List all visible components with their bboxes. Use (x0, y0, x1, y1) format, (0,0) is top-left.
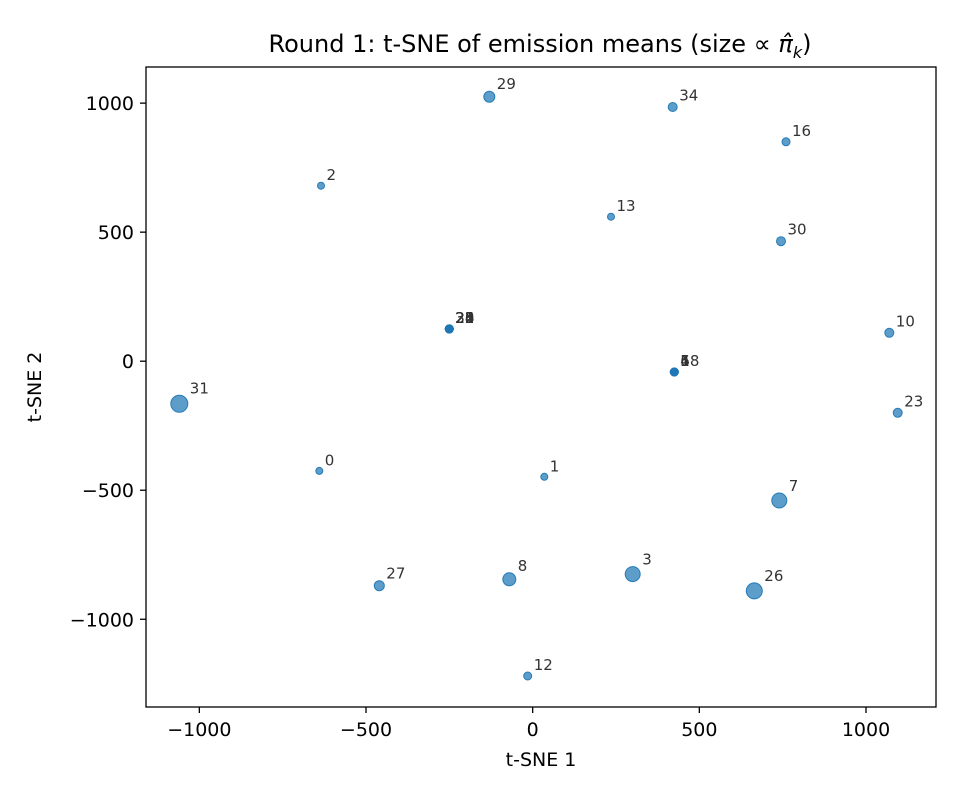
point-label: 28 (455, 309, 474, 327)
scatter-point (523, 671, 533, 681)
point-label: 34 (679, 87, 698, 105)
scatter-point (624, 566, 641, 583)
scatter-point (667, 102, 678, 112)
scatter-point (669, 367, 679, 377)
scatter-point (776, 236, 786, 247)
scatter-point (502, 572, 517, 587)
point-label: 4 (680, 352, 690, 370)
scatter-point (317, 181, 325, 190)
point-label: 6 (680, 352, 690, 370)
scatter-point (771, 492, 788, 509)
point-label: 10 (896, 312, 915, 330)
x-tick-label: −500 (340, 719, 392, 741)
point-label: 1 (550, 457, 560, 475)
scatter-point (781, 137, 791, 147)
x-axis: −1000 −500 0 500 1000 (167, 707, 890, 741)
scatter-point (444, 324, 454, 334)
scatter-point (607, 212, 615, 221)
scatter-point (483, 90, 496, 103)
point-label: 26 (764, 567, 783, 585)
point-label: 5 (680, 352, 690, 370)
point-label: 33 (455, 309, 474, 327)
point-label: 24 (455, 309, 474, 327)
point-label: 21 (455, 309, 474, 327)
y-axis: −1000 −500 0 500 1000 (70, 93, 146, 631)
scatter-point (745, 582, 763, 600)
scatter-point (373, 580, 385, 592)
scatter-point (884, 327, 895, 338)
y-axis-label: t-SNE 2 (24, 352, 46, 423)
scatter-point (315, 466, 324, 475)
point-label: 27 (386, 565, 405, 583)
point-label: 25 (455, 309, 474, 327)
point-label: 2 (327, 166, 337, 184)
y-tick-label: −500 (82, 480, 134, 502)
y-tick-label: −1000 (70, 609, 134, 631)
chart-title: Round 1: t-SNE of emission means (size ∝… (269, 30, 812, 62)
y-tick-label: 1000 (86, 93, 134, 115)
points-layer (170, 90, 903, 681)
point-label: 29 (497, 75, 516, 93)
y-tick-label: 500 (98, 222, 134, 244)
point-label: 23 (904, 392, 923, 410)
point-label: 30 (788, 221, 807, 239)
point-label: 32 (455, 309, 474, 327)
scatter-point (540, 472, 549, 481)
x-tick-label: 500 (681, 719, 717, 741)
point-label: 16 (792, 122, 811, 140)
point-labels-layer: 0 123456781012131618232627293031342021222… (190, 75, 923, 674)
point-label: 31 (190, 379, 209, 397)
point-label: 8 (518, 557, 528, 575)
point-label: 12 (534, 656, 553, 674)
x-tick-label: 0 (527, 719, 539, 741)
point-label: 22 (455, 309, 474, 327)
point-label: 18 (680, 352, 699, 370)
point-label: 13 (617, 197, 636, 215)
point-label: 3 (642, 551, 652, 569)
point-label: 20 (455, 309, 474, 327)
x-tick-label: 1000 (842, 719, 890, 741)
point-label: 7 (789, 477, 799, 495)
x-tick-label: −1000 (167, 719, 231, 741)
scatter-point (170, 394, 189, 413)
scatter-point (892, 407, 903, 418)
point-label: 0 (325, 451, 335, 469)
x-axis-label: t-SNE 1 (506, 749, 577, 771)
plot-frame (145, 66, 937, 708)
y-tick-label: 0 (122, 351, 134, 373)
